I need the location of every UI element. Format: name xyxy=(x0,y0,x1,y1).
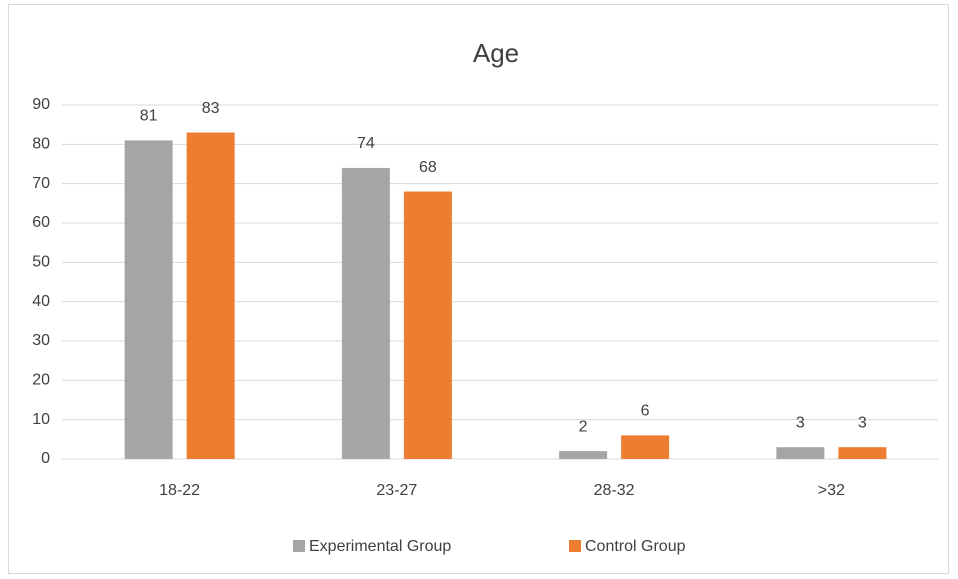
bar xyxy=(838,447,887,459)
x-tick-label: 28-32 xyxy=(594,482,635,499)
y-tick-label: 80 xyxy=(32,136,50,153)
y-tick-label: 90 xyxy=(32,96,50,113)
legend-swatch xyxy=(569,540,581,552)
bar xyxy=(186,132,235,460)
data-label: 68 xyxy=(419,159,437,176)
bar xyxy=(559,451,608,459)
y-tick-label: 10 xyxy=(32,411,50,428)
y-tick-label: 50 xyxy=(32,254,50,271)
legend-label: Experimental Group xyxy=(309,538,451,555)
x-tick-label: 23-27 xyxy=(376,482,417,499)
data-label: 3 xyxy=(858,414,867,431)
y-tick-label: 20 xyxy=(32,372,50,389)
bar xyxy=(621,435,670,459)
bar xyxy=(124,140,173,459)
bar xyxy=(403,191,452,460)
legend-label: Control Group xyxy=(585,538,686,555)
y-tick-label: 70 xyxy=(32,175,50,192)
x-tick-label: 18-22 xyxy=(159,482,200,499)
y-tick-label: 30 xyxy=(32,332,50,349)
y-tick-label: 40 xyxy=(32,293,50,310)
chart-title: Age xyxy=(473,38,519,68)
legend-swatch xyxy=(293,540,305,552)
y-tick-label: 60 xyxy=(32,214,50,231)
data-label: 6 xyxy=(641,403,650,420)
bar xyxy=(341,167,390,459)
data-label: 83 xyxy=(202,100,220,117)
data-label: 81 xyxy=(140,108,158,125)
x-tick-label: >32 xyxy=(818,482,845,499)
data-label: 3 xyxy=(796,414,805,431)
y-tick-label: 0 xyxy=(41,450,50,467)
data-label: 74 xyxy=(357,135,375,152)
bar xyxy=(776,447,825,459)
data-label: 2 xyxy=(579,418,588,435)
